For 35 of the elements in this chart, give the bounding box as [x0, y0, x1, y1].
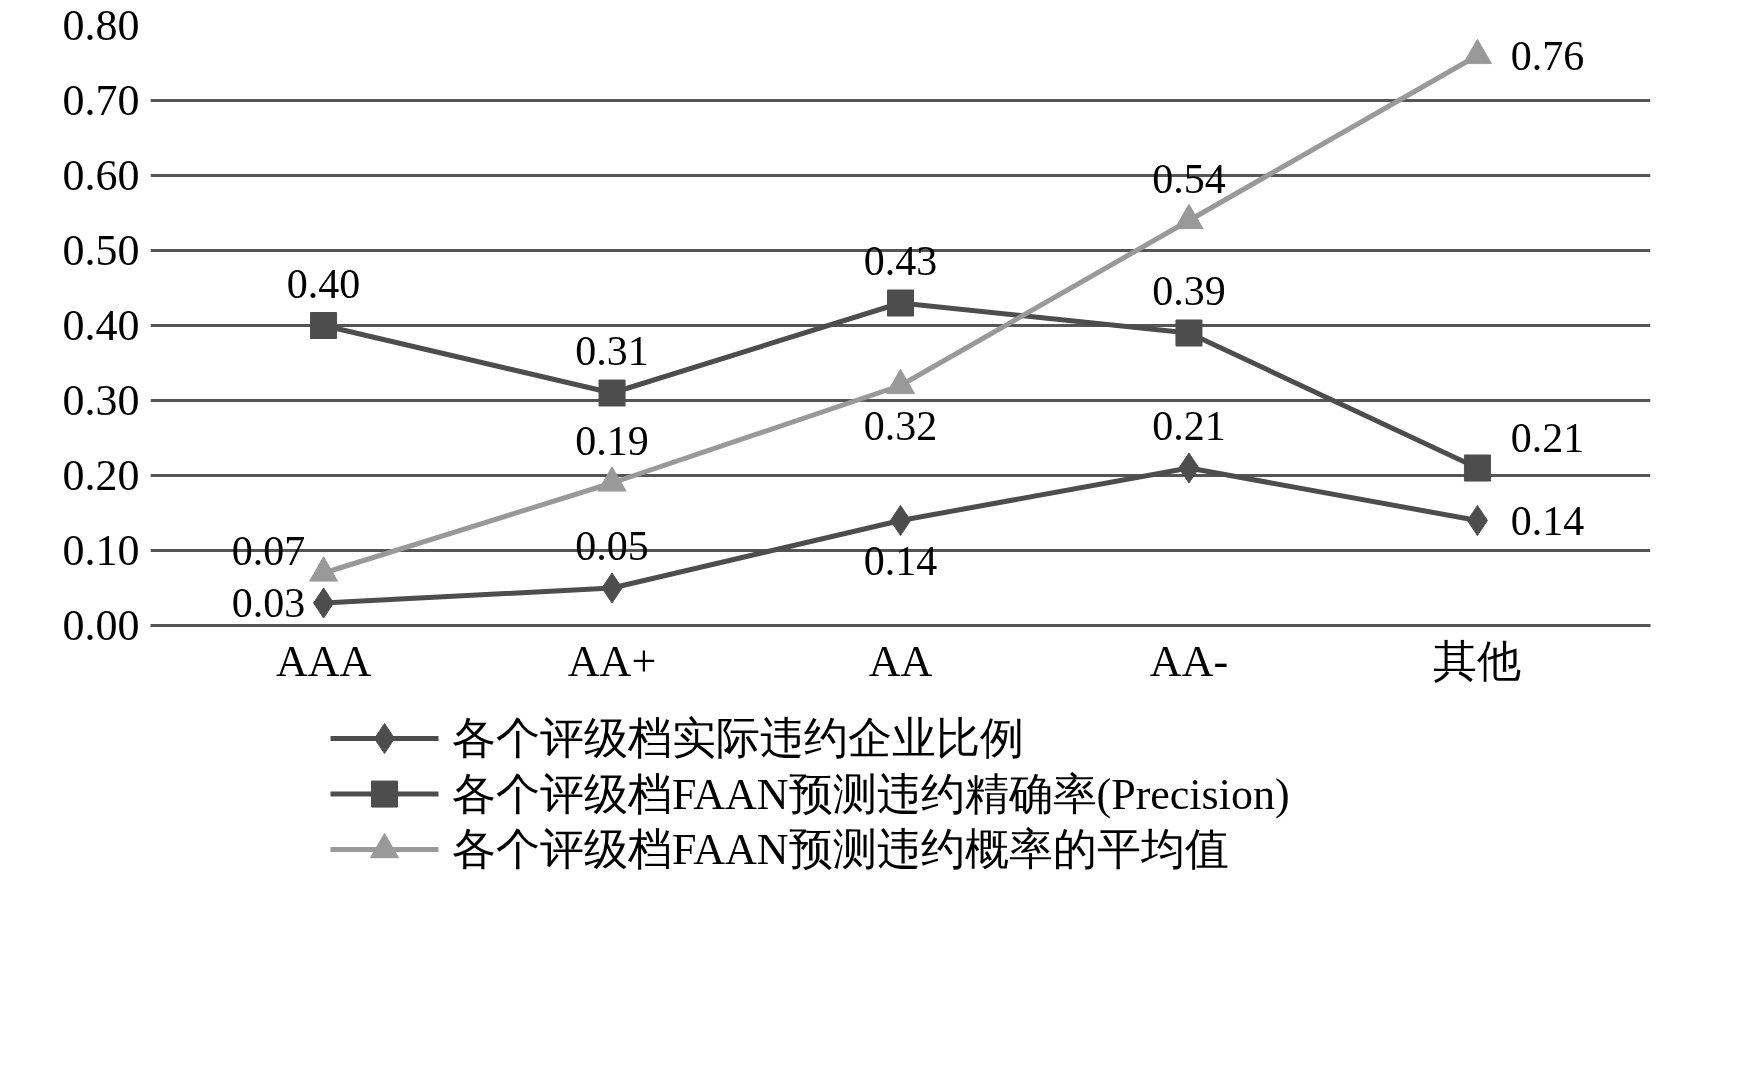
data-label: 0.14 [1510, 497, 1585, 544]
legend-label: 各个评级档FAAN预测违约概率的平均值 [452, 825, 1229, 875]
point [1466, 505, 1488, 536]
y-tick-label: 0.50 [62, 226, 140, 275]
data-label: 0.19 [575, 418, 649, 464]
legend-label: 各个评级档FAAN预测违约精确率(Precision) [452, 769, 1290, 819]
x-tick-label: AAA [275, 636, 372, 686]
data-label: 0.43 [863, 238, 938, 284]
y-tick-label: 0.40 [62, 301, 140, 350]
data-label: 0.32 [863, 402, 938, 449]
x-tick-label: AA- [1149, 636, 1229, 686]
point [1463, 454, 1491, 482]
data-label: 0.39 [1152, 268, 1226, 314]
point [1175, 319, 1203, 347]
y-tick-label: 0.70 [62, 76, 140, 125]
data-label: 0.31 [575, 328, 649, 374]
x-tick-label: AA [868, 636, 933, 686]
data-label: 0.21 [1510, 415, 1585, 461]
x-tick-label: AA+ [567, 636, 657, 686]
y-tick-label: 0.10 [62, 526, 140, 575]
y-tick-label: 0.30 [62, 376, 140, 425]
data-label: 0.21 [1152, 403, 1226, 449]
data-label: 0.76 [1510, 32, 1585, 79]
y-tick-label: 0.80 [62, 1, 140, 50]
data-label: 0.40 [286, 260, 361, 307]
data-label: 0.03 [231, 580, 306, 626]
data-label: 0.14 [863, 537, 938, 584]
y-tick-label: 0.20 [62, 451, 140, 500]
y-tick-label: 0.00 [62, 601, 140, 650]
point [598, 379, 626, 407]
x-tick-label: 其他 [1433, 636, 1522, 686]
y-tick-label: 0.60 [62, 151, 140, 200]
point [310, 312, 338, 339]
point [887, 289, 914, 317]
legend-label: 各个评级档实际违约企业比例 [452, 714, 1024, 763]
